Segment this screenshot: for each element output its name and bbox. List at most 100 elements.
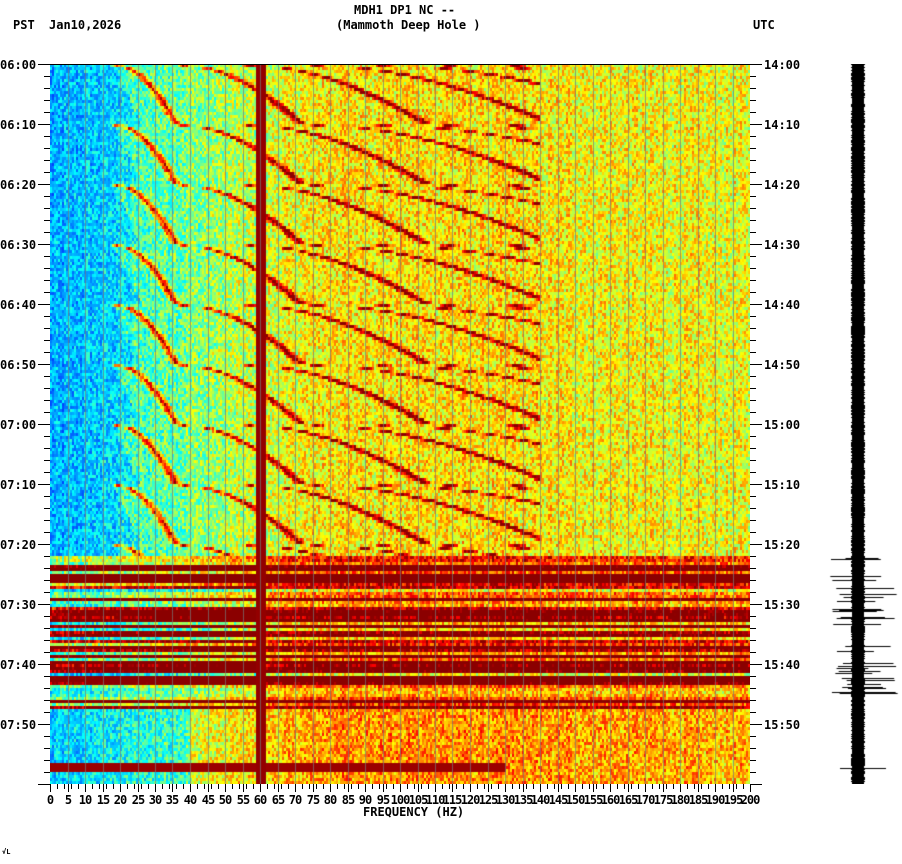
x-label: 170 <box>635 793 656 807</box>
x-tick <box>624 784 625 789</box>
y-tick-right <box>750 772 756 773</box>
x-tick <box>225 784 226 792</box>
y-tick-right <box>750 748 756 749</box>
x-label: 70 <box>288 793 302 807</box>
y-label-utc: 14:50 <box>764 358 801 372</box>
y-tick-left <box>38 124 50 125</box>
x-tick <box>141 784 142 789</box>
x-tick <box>169 784 170 789</box>
y-tick-left <box>44 412 50 413</box>
y-tick-left <box>44 340 50 341</box>
x-tick <box>176 784 177 789</box>
x-tick <box>302 784 303 789</box>
x-label: 150 <box>565 793 586 807</box>
y-label-pst: 06:20 <box>0 178 37 192</box>
x-tick <box>470 784 471 792</box>
y-tick-left <box>44 700 50 701</box>
y-tick-right <box>750 652 756 653</box>
x-tick <box>232 784 233 789</box>
y-label-pst: 07:00 <box>0 418 37 432</box>
y-tick-left <box>44 112 50 113</box>
y-label-utc: 14:30 <box>764 238 801 252</box>
y-tick-right <box>750 448 756 449</box>
x-tick <box>85 784 86 792</box>
x-label: 115 <box>442 793 463 807</box>
x-label: 125 <box>478 793 499 807</box>
y-tick-left <box>44 676 50 677</box>
date-label: Jan10,2026 <box>49 18 122 32</box>
x-tick <box>540 784 541 792</box>
x-tick <box>358 784 359 789</box>
y-tick-right <box>750 544 762 545</box>
y-label-utc: 15:30 <box>764 598 801 612</box>
x-label: 65 <box>271 793 285 807</box>
right-timezone: UTC <box>753 18 775 32</box>
x-tick <box>243 784 244 792</box>
y-tick-left <box>38 664 50 665</box>
x-tick <box>246 784 247 789</box>
x-label: 15 <box>96 793 110 807</box>
y-tick-right <box>750 520 756 521</box>
y-tick-left <box>38 424 50 425</box>
y-tick-right <box>750 628 756 629</box>
x-tick <box>64 784 65 789</box>
y-tick-left <box>44 316 50 317</box>
x-tick <box>533 784 534 789</box>
y-tick-left <box>44 640 50 641</box>
x-label: 105 <box>408 793 429 807</box>
x-tick <box>638 784 639 789</box>
x-label: 100 <box>390 793 411 807</box>
y-tick-right <box>750 664 762 665</box>
y-tick-left <box>44 688 50 689</box>
x-label: 165 <box>618 793 639 807</box>
x-tick <box>708 784 709 789</box>
y-label-utc: 14:40 <box>764 298 801 312</box>
y-tick-left <box>38 484 50 485</box>
x-axis-title: FREQUENCY (HZ) <box>363 805 465 819</box>
x-tick <box>323 784 324 789</box>
x-label: 195 <box>723 793 744 807</box>
x-label: 40 <box>183 793 197 807</box>
y-tick-left <box>44 448 50 449</box>
y-tick-right <box>750 412 756 413</box>
y-tick-right <box>750 436 756 437</box>
x-tick <box>498 784 499 789</box>
x-tick <box>71 784 72 789</box>
x-tick <box>386 784 387 789</box>
y-tick-right <box>750 112 756 113</box>
y-tick-left <box>44 232 50 233</box>
x-tick <box>715 784 716 792</box>
footer-mark: √L <box>2 848 11 856</box>
x-tick <box>351 784 352 789</box>
y-tick-right <box>750 388 756 389</box>
y-tick-left <box>38 304 50 305</box>
y-label-pst: 06:50 <box>0 358 37 372</box>
x-label: 175 <box>653 793 674 807</box>
y-tick-left <box>38 604 50 605</box>
y-tick-left <box>44 268 50 269</box>
y-tick-left <box>38 784 50 785</box>
x-tick <box>687 784 688 789</box>
y-tick-right <box>750 508 756 509</box>
y-tick-left <box>44 400 50 401</box>
y-label-utc: 14:10 <box>764 118 801 132</box>
y-tick-left <box>38 244 50 245</box>
y-tick-right <box>750 688 756 689</box>
y-tick-left <box>44 100 50 101</box>
x-tick <box>547 784 548 789</box>
y-tick-right <box>750 280 756 281</box>
y-tick-right <box>750 148 756 149</box>
x-tick <box>120 784 121 792</box>
x-tick <box>610 784 611 792</box>
x-tick <box>463 784 464 789</box>
x-tick <box>603 784 604 789</box>
x-tick <box>512 784 513 789</box>
y-label-utc: 15:00 <box>764 418 801 432</box>
x-tick <box>365 784 366 792</box>
y-tick-left <box>44 616 50 617</box>
y-label-pst: 07:20 <box>0 538 37 552</box>
x-tick <box>729 784 730 789</box>
x-label: 55 <box>236 793 250 807</box>
y-tick-left <box>44 388 50 389</box>
y-tick-left <box>38 364 50 365</box>
